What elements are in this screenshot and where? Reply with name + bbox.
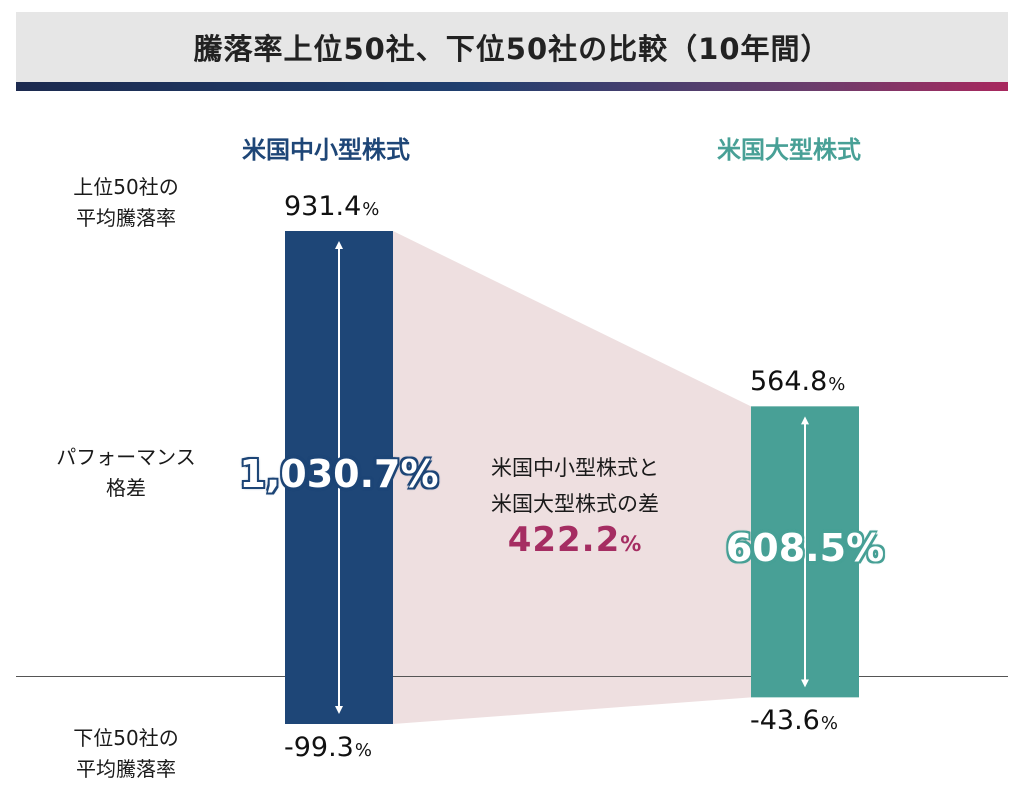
title-underline xyxy=(16,82,1008,91)
difference-value: 422.2% xyxy=(507,520,643,560)
row-label-bottom-line2: 平均騰落率 xyxy=(76,757,176,781)
row-label-top: 上位50社の 平均騰落率 xyxy=(26,172,226,234)
spread-label-large: 608.5% xyxy=(725,525,885,570)
difference-label-line1: 米国中小型株式と xyxy=(491,456,659,480)
row-label-gap-line1: パフォーマンス xyxy=(56,445,196,469)
series-name-large: 米国大型株式 xyxy=(717,136,861,164)
difference-band xyxy=(393,231,751,724)
value-small-mid-top: 931.4% xyxy=(284,191,380,222)
row-label-top-line1: 上位50社の xyxy=(73,175,179,199)
value-large-bottom: -43.6% xyxy=(750,705,838,737)
row-label-gap: パフォーマンス 格差 xyxy=(26,442,226,504)
row-label-bottom-line1: 下位50社の xyxy=(73,726,179,750)
value-large-top: 564.8% xyxy=(750,366,846,398)
series-name-small-mid: 米国中小型株式 xyxy=(242,136,410,164)
spread-label-small-mid: 1,030.7% xyxy=(239,451,439,496)
difference-label: 米国中小型株式と 米国大型株式の差 xyxy=(455,450,695,522)
row-label-gap-line2: 格差 xyxy=(106,476,146,500)
row-label-top-line2: 平均騰落率 xyxy=(76,206,176,230)
difference-label-line2: 米国大型株式の差 xyxy=(491,492,659,516)
value-small-mid-bottom: -99.3% xyxy=(284,732,372,763)
row-label-bottom: 下位50社の 平均騰落率 xyxy=(26,723,226,785)
page-title: 騰落率上位50社、下位50社の比較（10年間） xyxy=(193,32,831,66)
title-bar: 騰落率上位50社、下位50社の比較（10年間） xyxy=(16,12,1008,82)
